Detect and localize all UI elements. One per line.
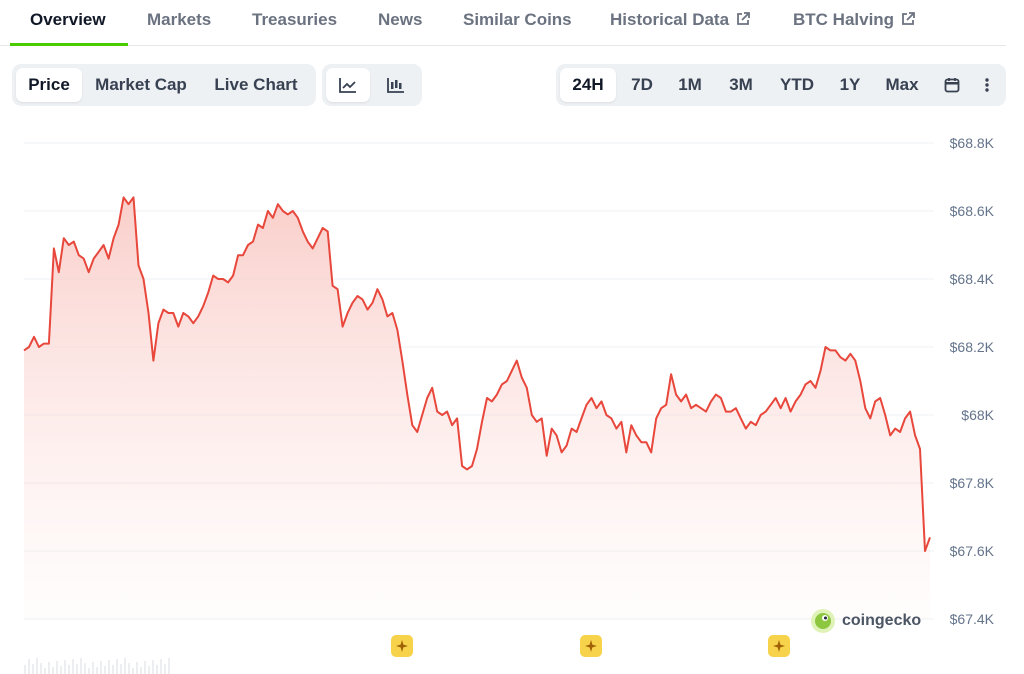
date-range-button[interactable] <box>936 68 968 102</box>
volume-bar <box>164 664 166 674</box>
volume-bar <box>36 658 38 674</box>
sparkle-icon <box>773 640 785 652</box>
volume-bar <box>112 665 114 674</box>
y-axis-labels: $68.8K $68.6K $68.4K $68.2K $68K $67.8K $67.6K… <box>950 135 995 627</box>
range-max-button[interactable]: Max <box>885 75 919 94</box>
tab-treasuries[interactable]: Treasuries <box>252 10 338 29</box>
y-tick-label: $68.4K <box>950 271 995 287</box>
tab-historical-data-label: Historical Data <box>610 10 730 29</box>
volume-bar <box>108 660 110 674</box>
top-tab-bar: Overview Markets Treasuries News Similar… <box>0 0 1006 46</box>
volume-bar <box>28 659 30 674</box>
active-tab-indicator <box>10 43 128 46</box>
external-link-icon <box>737 12 750 25</box>
volume-bar <box>156 665 158 674</box>
volume-bar <box>128 663 130 674</box>
tab-overview[interactable]: Overview <box>30 10 106 29</box>
volume-bar <box>140 667 142 674</box>
price-line <box>23 196 931 552</box>
range-7d-button[interactable]: 7D <box>631 75 653 94</box>
volume-bar <box>76 664 78 674</box>
range-24h-button[interactable]: 24H <box>560 68 616 102</box>
watermark-text: coingecko <box>842 612 922 629</box>
volume-bar <box>52 667 54 674</box>
volume-bar <box>60 666 62 674</box>
volume-bar <box>132 668 134 674</box>
y-tick-label: $68K <box>961 407 994 423</box>
volume-bar <box>80 658 82 674</box>
volume-bar <box>160 659 162 674</box>
event-marker[interactable] <box>391 635 413 657</box>
volume-bar <box>124 658 126 674</box>
line-view-button[interactable] <box>326 68 370 102</box>
calendar-icon <box>944 78 960 93</box>
more-options-icon <box>985 78 989 92</box>
market-cap-button[interactable]: Market Cap <box>95 75 187 94</box>
external-link-icon <box>902 12 915 25</box>
chart-view-toggle <box>322 64 422 106</box>
volume-bar <box>44 668 46 674</box>
event-marker[interactable] <box>580 635 602 657</box>
volume-baseline <box>24 658 170 674</box>
tab-btc-halving-label: BTC Halving <box>793 10 895 29</box>
volume-bar <box>72 659 74 674</box>
chart-type-toggle: Price Market Cap Live Chart <box>12 64 316 106</box>
sparkle-icon <box>585 640 597 652</box>
volume-bar <box>88 668 90 674</box>
candlestick-view-button[interactable] <box>374 68 418 102</box>
tab-historical-data[interactable]: Historical Data <box>610 10 751 34</box>
tab-btc-halving[interactable]: BTC Halving <box>793 10 916 34</box>
candlestick-icon <box>387 78 404 93</box>
volume-bar <box>24 665 26 674</box>
volume-bar <box>48 662 50 674</box>
range-ytd-button[interactable]: YTD <box>780 75 814 94</box>
volume-bar <box>136 662 138 674</box>
volume-bar <box>168 658 170 674</box>
volume-bar <box>152 660 154 674</box>
tab-news[interactable]: News <box>378 10 423 29</box>
y-tick-label: $67.6K <box>950 543 995 559</box>
y-tick-label: $67.8K <box>950 475 995 491</box>
price-area-fill <box>24 197 930 619</box>
volume-bar <box>120 664 122 674</box>
y-tick-label: $67.4K <box>950 611 995 627</box>
event-marker[interactable] <box>768 635 790 657</box>
range-3m-button[interactable]: 3M <box>729 75 753 94</box>
more-options-button[interactable] <box>972 68 1002 102</box>
volume-bar <box>84 663 86 674</box>
y-tick-label: $68.6K <box>950 203 995 219</box>
sparkle-icon <box>396 640 408 652</box>
volume-bar <box>96 667 98 674</box>
volume-bar <box>100 661 102 674</box>
volume-bar <box>64 660 66 674</box>
range-1y-button[interactable]: 1Y <box>839 75 861 94</box>
volume-bar <box>92 662 94 674</box>
tab-similar-coins[interactable]: Similar Coins <box>463 10 572 29</box>
volume-bar <box>32 664 34 674</box>
volume-bar <box>40 663 42 674</box>
coingecko-watermark: coingecko <box>810 608 921 634</box>
live-chart-button[interactable]: Live Chart <box>214 75 298 94</box>
volume-bar <box>104 666 106 674</box>
line-chart-icon <box>339 78 356 93</box>
time-range-toggle: 24H 7D 1M 3M YTD 1Y Max <box>556 64 1006 106</box>
tab-markets[interactable]: Markets <box>147 10 212 29</box>
y-tick-label: $68.2K <box>950 339 995 355</box>
range-1m-button[interactable]: 1M <box>678 75 702 94</box>
volume-bar <box>56 661 58 674</box>
price-button[interactable]: Price <box>16 68 82 102</box>
y-tick-label: $68.8K <box>950 135 995 151</box>
coingecko-logo-icon <box>811 609 835 633</box>
volume-bar <box>144 661 146 674</box>
volume-bar <box>68 665 70 674</box>
volume-bar <box>148 666 150 674</box>
volume-bar <box>116 659 118 674</box>
